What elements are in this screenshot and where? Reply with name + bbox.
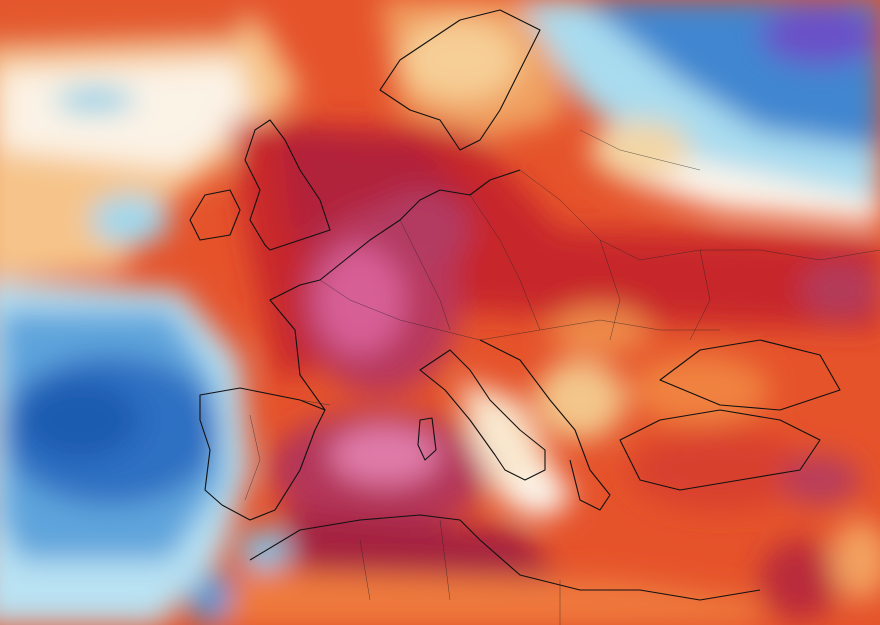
borders	[244, 129, 880, 625]
coastlines	[189, 9, 841, 601]
